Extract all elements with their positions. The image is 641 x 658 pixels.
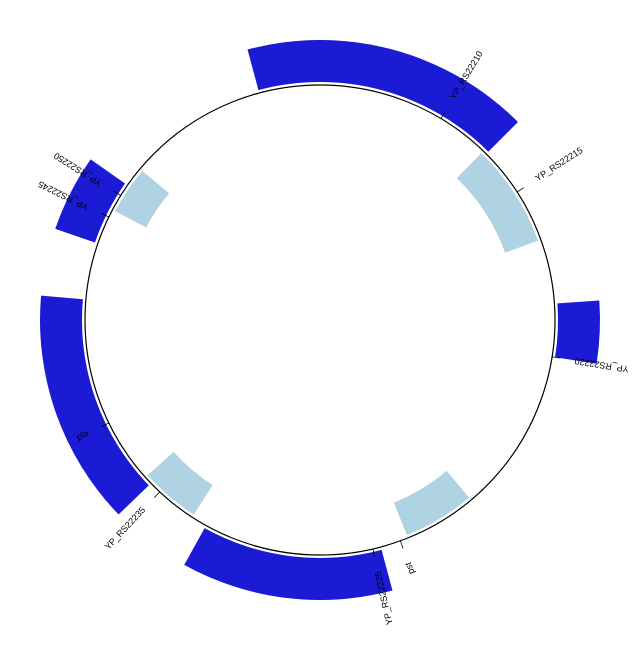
circular-genome-plot: YP_RS22210YP_RS22215YP_RS22220pstYP_RS22… (0, 0, 641, 658)
arc2 (555, 300, 600, 363)
